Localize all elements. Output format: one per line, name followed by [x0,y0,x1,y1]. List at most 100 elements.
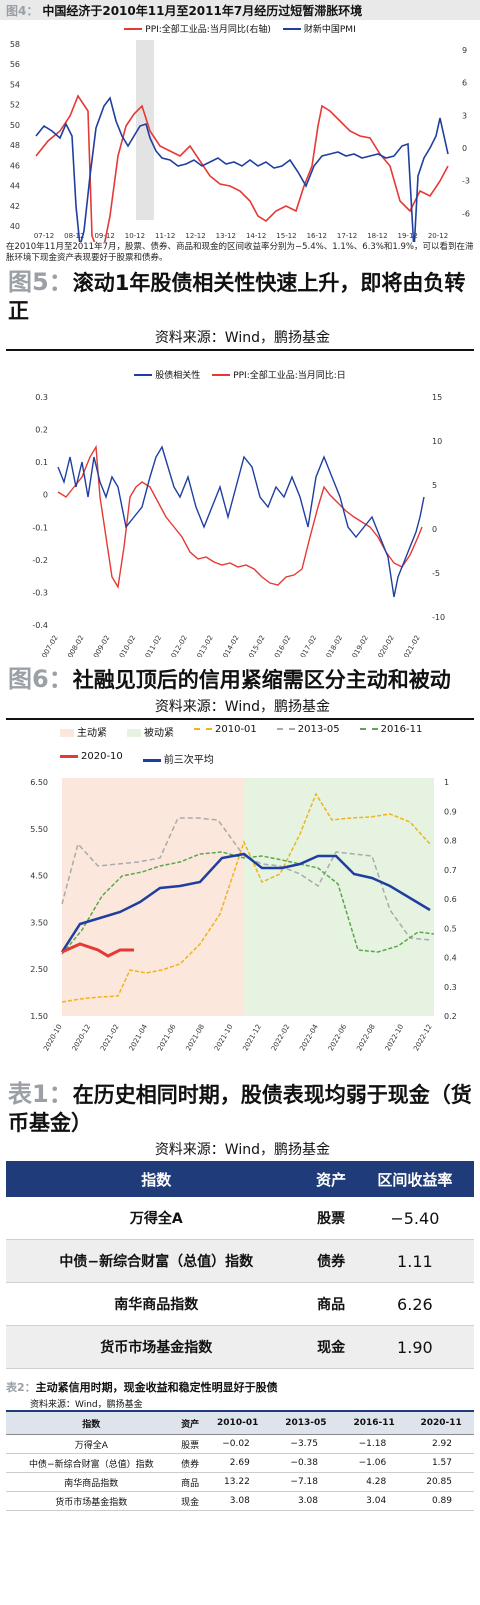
table1: 指数 资产 区间收益率 万得全A 股票 −5.40 中债−新综合财富（总值）指数… [6,1161,474,1369]
fig4-y-tick-left: 50 [10,121,20,130]
fig6-y-tick-left: 1.50 [30,1012,48,1021]
fig5-x-tick: 2009-02 [90,634,112,657]
table2-cell: 4.28 [340,1472,409,1492]
fig4-number: 图4： [6,3,39,18]
fig4-x-tick: 11-12 [155,232,175,240]
fig4-y-tick-left: 42 [10,202,20,211]
fig6-svg: 6.50 5.50 4.50 3.50 2.50 1.50 1 0.9 0.8 0.7 0.6 0.… [30,778,457,1053]
fig6-number: 图6： [8,665,73,693]
fig4-y-tick-left: 44 [10,182,20,191]
table2-cell: −0.02 [203,1434,272,1454]
fig4-y-tick-left: 52 [10,101,20,110]
table2-cell: 南华商品指数 [6,1472,177,1492]
table2-cell: 股票 [176,1434,204,1454]
table1-cell: 1.90 [355,1325,474,1369]
fig6-2020-line [61,942,134,958]
table1-cell: 商品 [306,1282,356,1326]
fig4-x-tick: 20-12 [428,232,448,240]
fig5-x-tick: 2018-02 [323,634,345,657]
table2-cell: −7.18 [271,1472,340,1492]
fig5-y-tick-right: 15 [432,393,442,402]
table1-cell: 1.11 [355,1239,474,1283]
fig6-title: 社融见顶后的信用紧缩需区分主动和被动 [72,668,451,692]
table-row: 万得全A 股票 −0.02 −3.75 −1.18 2.92 [6,1434,474,1454]
fig5-y-tick-left: 0.1 [35,458,48,467]
fig6-x-tick: 2022-08 [355,1023,377,1052]
fig6-x-tick: 2020-10 [42,1023,64,1052]
table-row: 货币市场基金指数 现金 1.90 [6,1325,474,1369]
fig5-x-tick: 2011-02 [142,634,164,657]
table2-cell: 货币市场基金指数 [6,1491,177,1511]
fig4-legend-pmi: 财新中国PMI [303,24,356,35]
table2-source: 资料来源：Wind，鹏扬基金 [30,1400,143,1410]
table2-cell: 商品 [176,1472,204,1492]
table1-title-block: 表1：在历史相同时期，股债表现均弱于现金（货币基金） [0,1076,480,1137]
table2: 指数 资产 2010-01 2013-05 2016-11 2020-11 万得… [6,1410,474,1511]
fig4-y-tick-left: 56 [10,60,20,69]
table2-cell: 中债−新综合财富（总值）指数 [6,1453,177,1473]
table1-source: 资料来源：Wind，鹏扬基金 [154,1142,330,1158]
table1-cell: 现金 [306,1325,356,1369]
table-row: 南华商品指数 商品 6.26 [6,1282,474,1326]
fig6-active-shade [62,778,244,1016]
table2-cell: 13.22 [203,1472,272,1492]
fig6-x-tick: 2022-06 [327,1023,349,1053]
fig5-x-tick: 2016-02 [271,634,293,657]
table2-cell: 万得全A [6,1434,177,1454]
fig5-x-tick: 2012-02 [167,634,189,657]
table2-cell: 3.08 [203,1491,272,1511]
fig5-legend-ppi: PPI:全部工业品:当月同比:日 [233,370,346,381]
fig5-x-tick: 2020-02 [374,634,396,657]
table1-header-asset: 资产 [306,1161,356,1197]
fig6-legend-2013: 2013-05 [297,724,340,735]
fig6-avg-line [60,852,431,953]
fig4-x-tick: 09-12 [94,232,114,240]
fig6-legend-2016: 2016-11 [380,724,423,735]
fig4-y-tick-left: 58 [10,40,20,49]
fig5-x-tick: 2014-02 [219,634,241,657]
fig4-y-tick-right: 3 [462,111,467,120]
fig6-y-tick-right: 0.5 [444,924,457,933]
fig5-y-tick-left: 0.3 [35,393,48,402]
fig5-y-tick-left: 0.2 [35,426,48,435]
table1-cell: −5.40 [355,1197,474,1240]
fig5-ppi-line [57,444,423,590]
fig6-y-tick-right: 0.9 [444,807,457,816]
table1-cell: 中债−新综合财富（总值）指数 [6,1239,307,1283]
fig4-title-bar: 图4： 中国经济于2010年11月至2011年7月经历过短暂滞胀环境 [0,0,480,20]
fig5-title: 滚动1年股债相关性快速上升，即将由负转正 [8,271,466,323]
fig6-y-tick-left: 5.50 [30,825,48,834]
fig6-legend-avg: 前三次平均 [163,755,214,766]
fig5-title-block: 图5：滚动1年股债相关性快速上升，即将由负转正 [0,264,480,325]
fig6-rule [6,718,474,720]
fig5-y-tick-right: 5 [432,481,437,490]
fig5-svg: 0.3 0.2 0.1 0 -0.1 -0.2 -0.3 -0.4 15 10 5 0 -5 -10 2… [32,393,445,663]
fig4-x-tick: 08-12 [64,232,84,240]
fig5-rule [6,349,474,351]
table2-header: 2020-11 [408,1410,474,1435]
fig6-chart: 6.50 5.50 4.50 3.50 2.50 1.50 1 0.9 0.8 0.7 0.6 0.… [0,774,480,1076]
fig4-x-tick: 14-12 [246,232,266,240]
fig6-y-tick-left: 6.50 [30,778,48,787]
fig6-y-tick-right: 1 [444,778,449,787]
fig5-y-tick-right: -5 [432,569,440,578]
fig6-x-tick: 2021-06 [156,1023,178,1053]
table2-header: 2016-11 [340,1410,409,1435]
fig5-x-tick: 2021-02 [400,634,422,657]
fig5-x-tick: 2010-02 [116,634,138,657]
fig4-x-tick: 15-12 [276,232,296,240]
fig6-x-tick: 2022-04 [298,1023,320,1053]
table2-cell: 1.57 [408,1453,474,1473]
fig5-legend: 股债相关性 PPI:全部工业品:当月同比:日 [0,361,480,387]
fig5-y-tick-left: -0.1 [32,523,48,532]
fig6-legend-2010: 2010-01 [215,724,257,735]
fig6-legend-2020: 2020-10 [81,751,123,762]
fig4-y-tick-right: 6 [462,79,467,88]
fig5-corr-line [57,445,425,598]
fig6-y-tick-left: 4.50 [30,872,48,881]
fig6-y-tick-right: 0.2 [444,1012,457,1021]
fig4-x-tick: 16-12 [307,232,327,240]
fig4-x-tick: 10-12 [125,232,145,240]
table2-cell: 2.69 [203,1453,272,1473]
